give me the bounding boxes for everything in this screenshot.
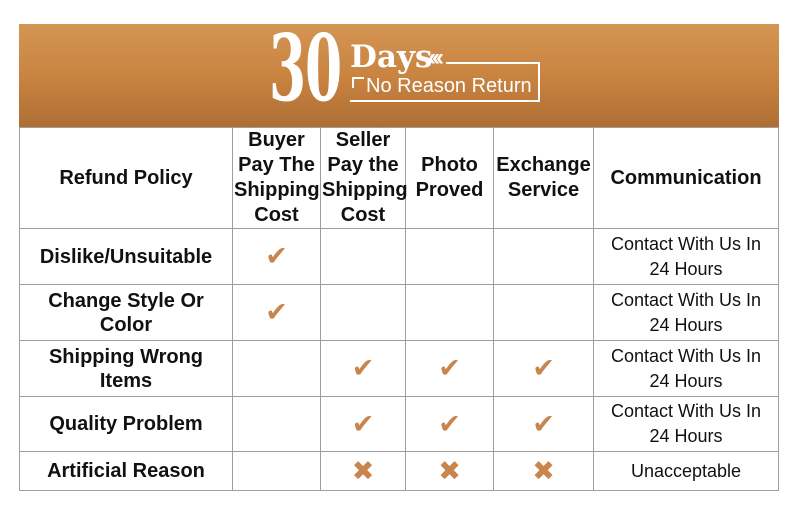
seller-pay-mark-cell bbox=[320, 284, 406, 341]
buyer-pay-mark-cell bbox=[232, 451, 321, 491]
check-icon: ✔ bbox=[265, 297, 288, 328]
buyer-pay-mark-cell bbox=[232, 340, 321, 397]
table-row: Change Style Or Color ✔ Contact With Us … bbox=[19, 284, 779, 341]
banner-subtitle: No Reason Return bbox=[366, 75, 532, 97]
cross-icon: ✖ bbox=[532, 455, 555, 487]
check-icon: ✔ bbox=[351, 408, 375, 440]
policy-name-cell: Shipping Wrong Items bbox=[19, 340, 233, 397]
banner-box-right-line bbox=[538, 62, 540, 102]
seller-pay-mark-cell: ✖ bbox=[320, 451, 406, 491]
communication-cell: Contact With Us In 24 Hours bbox=[593, 284, 779, 341]
table-row: Shipping Wrong Items ✔ ✔ ✔ Contact With … bbox=[19, 340, 779, 397]
check-icon: ✔ bbox=[438, 408, 461, 440]
banner-box-corner-bracket bbox=[352, 77, 364, 88]
photo-proved-mark-cell bbox=[405, 284, 494, 341]
check-icon: ✔ bbox=[438, 353, 461, 384]
exchange-service-mark-cell: ✔ bbox=[493, 340, 594, 397]
banner-box-bottom-line bbox=[350, 100, 540, 102]
table-row: Quality Problem ✔ ✔ ✔ Contact With Us In… bbox=[19, 396, 779, 452]
col-header-buyer-pay-shipping: Buyer Pay The Shipping Cost bbox=[232, 127, 321, 229]
refund-policy-table: Refund Policy Buyer Pay The Shipping Cos… bbox=[19, 127, 779, 491]
exchange-service-mark-cell: ✔ bbox=[493, 396, 594, 452]
buyer-pay-mark-cell bbox=[232, 396, 321, 452]
banner-right-group: Days ‹‹‹ No Reason Return bbox=[350, 42, 540, 102]
buyer-pay-mark-cell: ✔ bbox=[232, 228, 321, 285]
policy-name-cell: Artificial Reason bbox=[19, 451, 233, 491]
exchange-service-mark-cell bbox=[493, 228, 594, 285]
promo-banner: 30 Days ‹‹‹ No Reason Return bbox=[19, 14, 779, 127]
photo-proved-mark-cell: ✔ bbox=[405, 340, 494, 397]
photo-proved-mark-cell: ✔ bbox=[405, 396, 494, 452]
cross-icon: ✖ bbox=[438, 455, 461, 487]
table-row: Dislike/Unsuitable ✔ Contact With Us In … bbox=[19, 228, 779, 285]
banner-box-top-line bbox=[446, 62, 540, 64]
banner-days-number: 30 bbox=[269, 14, 342, 122]
photo-proved-mark-cell: ✖ bbox=[405, 451, 494, 491]
banner-days-label: Days bbox=[350, 39, 433, 75]
exchange-service-mark-cell: ✖ bbox=[493, 451, 594, 491]
check-icon: ✔ bbox=[532, 353, 555, 384]
policy-name-cell: Dislike/Unsuitable bbox=[19, 228, 233, 285]
policy-name-cell: Change Style Or Color bbox=[19, 284, 233, 341]
exchange-service-mark-cell bbox=[493, 284, 594, 341]
col-header-communication: Communication bbox=[593, 127, 779, 229]
col-header-photo-proved: Photo Proved bbox=[405, 127, 494, 229]
seller-pay-mark-cell: ✔ bbox=[320, 340, 406, 397]
seller-pay-mark-cell: ✔ bbox=[320, 396, 406, 452]
check-icon: ✔ bbox=[351, 353, 375, 384]
photo-proved-mark-cell bbox=[405, 228, 494, 285]
policy-name-cell: Quality Problem bbox=[19, 396, 233, 452]
chevrons-left-icon: ‹‹‹ bbox=[428, 44, 444, 71]
communication-cell: Contact With Us In 24 Hours bbox=[593, 396, 779, 452]
col-header-exchange-service: Exchange Service bbox=[493, 127, 594, 229]
table-row: Artificial Reason ✖ ✖ ✖ Unacceptable bbox=[19, 451, 779, 491]
table-header-row: Refund Policy Buyer Pay The Shipping Cos… bbox=[19, 127, 779, 229]
seller-pay-mark-cell bbox=[320, 228, 406, 285]
check-icon: ✔ bbox=[532, 408, 555, 440]
communication-cell: Contact With Us In 24 Hours bbox=[593, 340, 779, 397]
col-header-seller-pay-shipping: Seller Pay the Shipping Cost bbox=[320, 127, 408, 229]
col-header-refund-policy: Refund Policy bbox=[19, 127, 233, 229]
buyer-pay-mark-cell: ✔ bbox=[232, 284, 321, 341]
communication-cell: Unacceptable bbox=[593, 451, 779, 491]
check-icon: ✔ bbox=[265, 241, 288, 272]
cross-icon: ✖ bbox=[351, 455, 375, 487]
communication-cell: Contact With Us In 24 Hours bbox=[593, 228, 779, 285]
